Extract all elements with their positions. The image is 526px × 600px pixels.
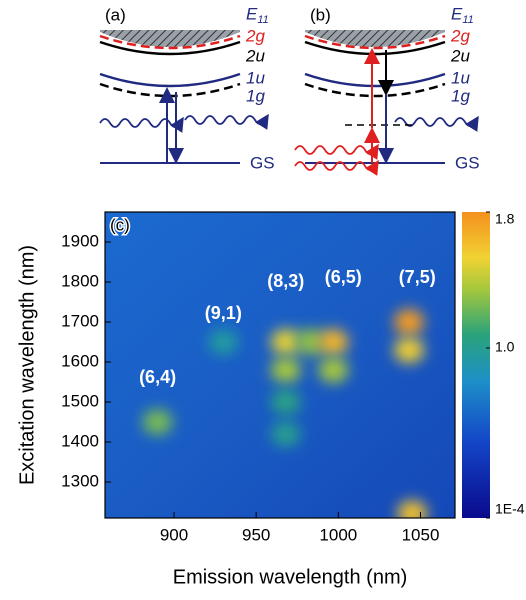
panel-label: (c) <box>110 215 130 234</box>
intensity-spot <box>393 309 424 335</box>
level-label: E11 <box>246 4 269 25</box>
subscript: 11 <box>257 14 268 26</box>
level-label: 2u <box>450 46 470 65</box>
intensity-spot <box>142 409 173 435</box>
colorbar <box>462 212 490 518</box>
intensity-spot <box>270 421 301 447</box>
panel-label: (a) <box>105 5 126 24</box>
ground-label: GS <box>250 153 275 172</box>
wave-in <box>294 159 379 176</box>
level-1g <box>304 82 446 98</box>
x-tick-label: 1000 <box>319 525 357 544</box>
peak-label: (6,4) <box>139 367 176 387</box>
colorbar-tick-label: 1.8 <box>495 211 515 227</box>
y-axis-label: Excitation wavelength (nm) <box>16 245 38 485</box>
intensity-spot <box>318 357 349 383</box>
level-2g <box>304 34 446 50</box>
y-tick-label: 1700 <box>61 311 99 330</box>
level-label: 2g <box>450 26 470 45</box>
y-tick-label: 1800 <box>61 271 99 290</box>
y-tick-label: 1900 <box>61 231 99 250</box>
intensity-spot <box>393 337 424 363</box>
wave-in <box>294 143 379 160</box>
peak-label: (9,1) <box>205 303 242 323</box>
level-label: 1g <box>451 86 470 105</box>
intensity-spot <box>397 500 428 518</box>
level-label: 1u <box>451 68 470 87</box>
band-continuum <box>100 30 240 47</box>
peak-label: (8,3) <box>267 271 304 291</box>
intensity-spot <box>270 329 301 355</box>
intensity-spot <box>295 329 326 355</box>
x-tick-label: 1050 <box>402 525 440 544</box>
intensity-spot <box>270 357 301 383</box>
subscript: 11 <box>462 14 473 26</box>
level-label: 2g <box>245 26 265 45</box>
peak-label: (7,5) <box>399 267 436 287</box>
level-1u <box>99 72 241 88</box>
colorbar-tick-label: 1.0 <box>495 339 515 355</box>
wave-out <box>184 113 269 130</box>
x-axis-label: Emission wavelength (nm) <box>173 566 408 588</box>
level-2u <box>99 40 241 56</box>
y-tick-label: 1600 <box>61 351 99 370</box>
spots <box>142 309 428 518</box>
y-tick-label: 1400 <box>61 431 99 450</box>
level-label: 2u <box>245 46 265 65</box>
level-1u <box>304 72 446 88</box>
intensity-spot <box>270 389 301 415</box>
x-tick-label: 900 <box>160 525 188 544</box>
colorbar-tick-label: 1E-4 <box>495 501 525 517</box>
ground-label: GS <box>455 153 480 172</box>
y-tick-label: 1500 <box>61 391 99 410</box>
intensity-spot <box>208 329 239 355</box>
level-label: E11 <box>451 4 474 25</box>
y-tick-label: 1300 <box>61 471 99 490</box>
band-continuum <box>305 30 445 47</box>
peak-label: (6,5) <box>325 267 362 287</box>
level-label: 1u <box>246 68 265 87</box>
level-label: 1g <box>246 86 265 105</box>
panel-label: (b) <box>310 5 331 24</box>
level-2g <box>99 34 241 50</box>
x-tick-label: 950 <box>242 525 270 544</box>
plot-frame <box>104 211 456 519</box>
intensity-spot <box>318 329 349 355</box>
